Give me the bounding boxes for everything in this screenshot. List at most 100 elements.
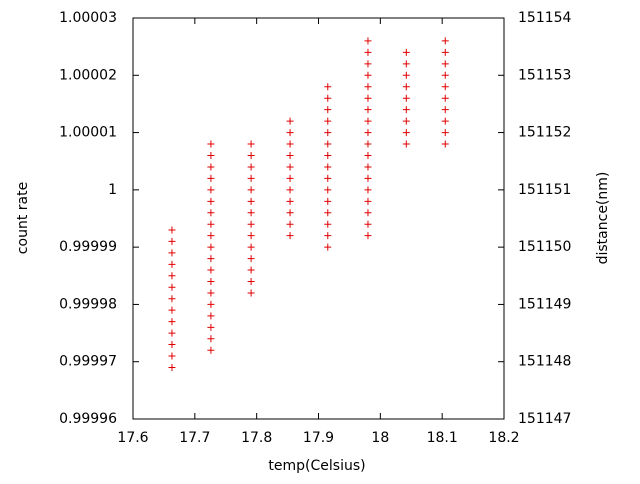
x-tick-label: 17.7 [179, 430, 210, 446]
point [168, 260, 176, 268]
point [324, 163, 332, 171]
point [286, 209, 294, 217]
y-tick-label: 1.00002 [59, 67, 117, 83]
point [286, 140, 294, 148]
x-tick-label: 18.1 [427, 430, 458, 446]
point [441, 140, 449, 148]
point [364, 186, 372, 194]
x-axis-label: temp(Celsius) [268, 458, 365, 474]
point [286, 186, 294, 194]
point [168, 306, 176, 314]
point [441, 94, 449, 102]
point [364, 83, 372, 91]
point [247, 220, 255, 228]
point [247, 151, 255, 159]
point [441, 117, 449, 125]
point [324, 151, 332, 159]
point [364, 220, 372, 228]
point [441, 48, 449, 56]
point [364, 106, 372, 114]
point [286, 197, 294, 205]
point [402, 117, 410, 125]
point [168, 283, 176, 291]
point [168, 329, 176, 337]
point [324, 186, 332, 194]
point [402, 71, 410, 79]
point [207, 278, 215, 286]
point [364, 129, 372, 137]
point [247, 140, 255, 148]
point [402, 140, 410, 148]
point [286, 174, 294, 182]
point [364, 174, 372, 182]
point [207, 232, 215, 240]
point [402, 83, 410, 91]
point [247, 186, 255, 194]
point [324, 209, 332, 217]
point [364, 48, 372, 56]
point [364, 197, 372, 205]
point [207, 140, 215, 148]
point [441, 37, 449, 45]
y-tick-label: 0.99996 [59, 411, 117, 427]
point [441, 129, 449, 137]
point [168, 318, 176, 326]
point [441, 83, 449, 91]
y-tick-label: 0.99997 [59, 354, 117, 370]
point [364, 232, 372, 240]
point [286, 163, 294, 171]
y-tick-label: 1.00003 [59, 10, 117, 26]
point [324, 106, 332, 114]
point [207, 335, 215, 343]
point [324, 94, 332, 102]
point [364, 151, 372, 159]
y2-tick-label: 151152 [518, 125, 571, 141]
point [324, 220, 332, 228]
y2-tick-label: 151151 [518, 182, 571, 198]
point [207, 163, 215, 171]
point [207, 289, 215, 297]
y-axis-label: count rate [15, 182, 31, 254]
point [168, 352, 176, 360]
plot-frame [132, 17, 505, 420]
point [364, 71, 372, 79]
point [364, 163, 372, 171]
point [168, 295, 176, 303]
point [207, 300, 215, 308]
point [247, 174, 255, 182]
point [324, 83, 332, 91]
point [168, 363, 176, 371]
point [207, 174, 215, 182]
point [168, 341, 176, 349]
point [286, 151, 294, 159]
y2-tick-label: 151150 [518, 239, 571, 255]
point [168, 249, 176, 257]
point [247, 209, 255, 217]
point [207, 266, 215, 274]
y-tick-label: 1.00001 [59, 125, 117, 141]
point [207, 220, 215, 228]
point [364, 140, 372, 148]
y2-tick-label: 151154 [518, 10, 572, 26]
point [168, 272, 176, 280]
y-tick-label: 0.99999 [59, 239, 117, 255]
point [364, 117, 372, 125]
point [324, 117, 332, 125]
x-tick-label: 17.9 [303, 430, 334, 446]
point [402, 129, 410, 137]
y-tick-label: 0.99998 [59, 296, 117, 312]
point [286, 129, 294, 137]
point [324, 140, 332, 148]
point [207, 243, 215, 251]
point [364, 209, 372, 217]
point [247, 255, 255, 263]
point [247, 289, 255, 297]
point [168, 237, 176, 245]
point [168, 226, 176, 234]
point [324, 129, 332, 137]
point [207, 312, 215, 320]
y-tick-label: 1 [108, 182, 117, 198]
point [364, 94, 372, 102]
point [207, 255, 215, 263]
